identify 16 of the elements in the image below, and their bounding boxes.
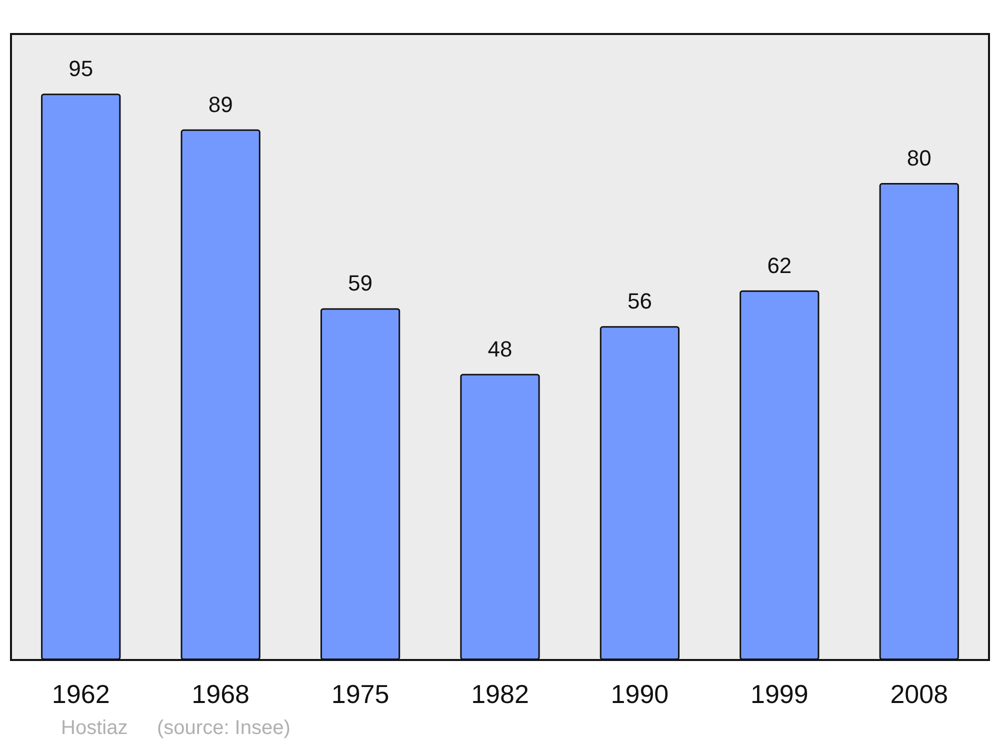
data-label: 56 xyxy=(627,288,652,314)
text: (source: Insee) xyxy=(157,717,290,739)
x-tick-label: 1999 xyxy=(750,679,808,709)
data-label: 62 xyxy=(767,252,792,278)
x-tick-label: 1968 xyxy=(192,679,250,709)
x-tick-label: 1990 xyxy=(610,679,669,709)
x-tick-label: 2008 xyxy=(890,679,948,709)
x-tick-label: 1975 xyxy=(331,679,390,709)
x-tick-label: 1962 xyxy=(52,679,110,709)
x-tick-label: 1982 xyxy=(471,679,529,709)
data-label: 59 xyxy=(348,270,373,296)
data-label: 89 xyxy=(208,92,233,117)
data-label: 95 xyxy=(68,56,94,82)
text: Hostiaz xyxy=(61,717,128,739)
data-label: 80 xyxy=(906,146,932,171)
data-label: 48 xyxy=(488,336,512,362)
